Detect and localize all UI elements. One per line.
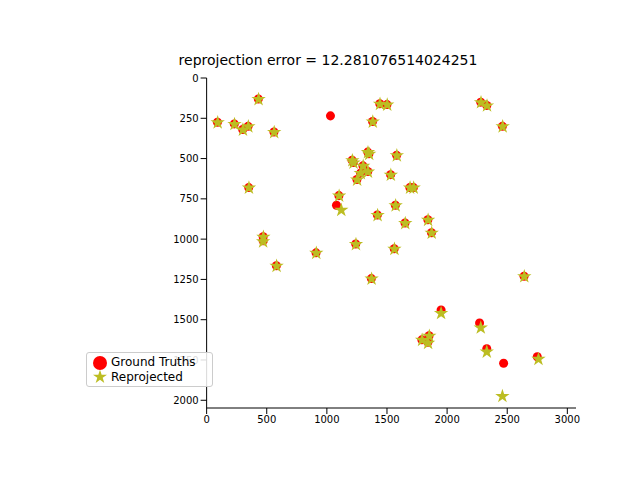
svg-text:250: 250 [180,113,199,124]
svg-text:1500: 1500 [374,414,399,425]
svg-text:1750: 1750 [173,355,198,366]
svg-text:2500: 2500 [494,414,519,425]
svg-text:3000: 3000 [555,414,580,425]
svg-text:2000: 2000 [173,395,198,406]
svg-text:500: 500 [180,153,199,164]
svg-text:1500: 1500 [173,314,198,325]
svg-text:2000: 2000 [434,414,459,425]
svg-text:1250: 1250 [173,274,198,285]
svg-text:0: 0 [192,73,198,84]
svg-text:1000: 1000 [314,414,339,425]
svg-text:750: 750 [180,193,199,204]
svg-text:500: 500 [257,414,276,425]
svg-text:1000: 1000 [173,234,198,245]
svg-text:0: 0 [203,414,209,425]
